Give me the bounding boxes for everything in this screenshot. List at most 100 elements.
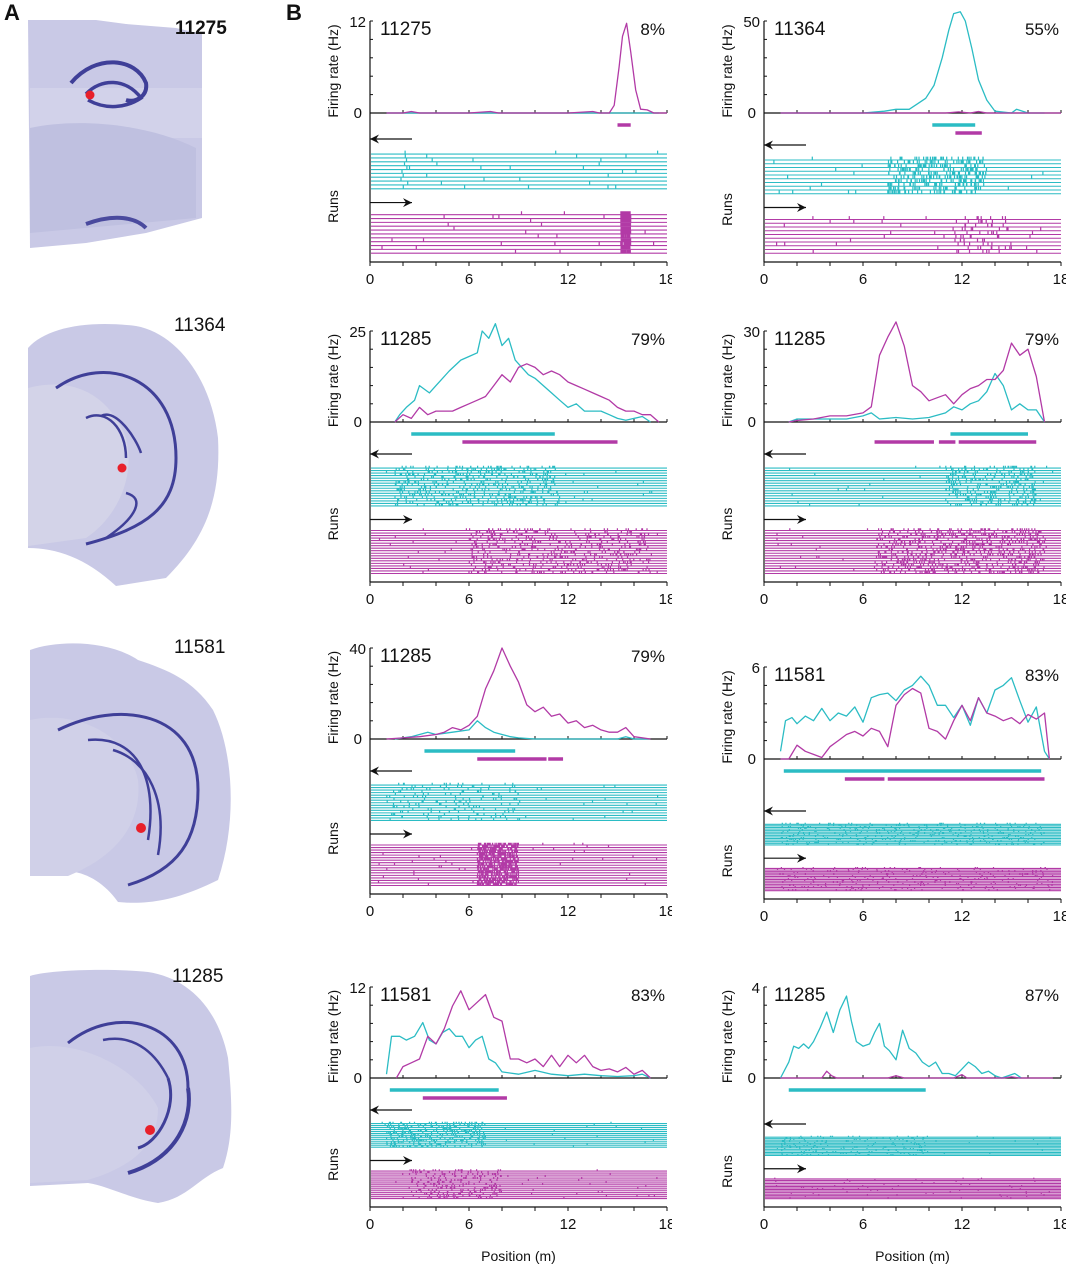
rightward-spikes xyxy=(409,566,648,569)
rightward-spikes xyxy=(389,543,646,546)
rightward-spikes xyxy=(530,218,632,223)
rightward-spikes xyxy=(784,879,1049,882)
rightward-spikes xyxy=(403,563,632,566)
leftward-spikes xyxy=(952,470,1054,474)
spike-raster xyxy=(765,1135,1061,1200)
rightward-spikes xyxy=(853,568,1044,571)
rightward-spikes xyxy=(391,238,632,242)
rightward-spikes xyxy=(525,230,646,234)
x-tick-label: 18 xyxy=(659,1216,672,1233)
rightward-spikes xyxy=(402,1196,565,1199)
y-tick-label: 30 xyxy=(743,324,760,341)
rightward-spikes xyxy=(812,870,1042,872)
rate-curve-rightward xyxy=(386,22,667,114)
runs-axis-label: Runs xyxy=(325,822,341,855)
rightward-arrow-head xyxy=(797,853,806,863)
leftward-spikes xyxy=(392,1139,654,1142)
rightward-spikes xyxy=(783,223,1004,227)
y-tick-label: 4 xyxy=(752,980,760,997)
x-tick-label: 0 xyxy=(366,1216,374,1233)
rightward-spikes xyxy=(407,556,629,559)
leftward-spikes xyxy=(389,1133,553,1136)
leftward-spikes xyxy=(797,827,1042,829)
x-tick-label: 18 xyxy=(659,271,672,288)
leftward-arrow-head xyxy=(370,1105,379,1115)
leftward-spikes xyxy=(381,1121,612,1124)
lesion-marker xyxy=(85,90,95,100)
rightward-spikes xyxy=(413,873,631,876)
leftward-spikes xyxy=(894,179,984,183)
leftward-spikes xyxy=(781,1152,991,1154)
rightward-arrow-head xyxy=(797,1164,806,1174)
leftward-spikes xyxy=(811,156,984,160)
leftward-spikes xyxy=(386,1141,646,1144)
y-tick-label: 0 xyxy=(748,105,756,122)
rightward-spikes xyxy=(417,551,641,554)
leftward-spikes xyxy=(789,838,1036,841)
leftward-spikes xyxy=(782,830,1036,833)
rightward-spikes xyxy=(849,238,985,242)
percent-label: 79% xyxy=(631,330,665,349)
rate-curve-leftward xyxy=(779,995,1022,1079)
rightward-spikes xyxy=(411,860,519,863)
rightward-spikes xyxy=(775,1180,1036,1182)
place-field-plot-6: 0 6 Firing rate (Hz) Runs 11581 83% 0 6 12 18 xyxy=(719,660,1066,925)
rightward-spikes xyxy=(413,870,520,873)
rightward-spikes xyxy=(812,249,1038,254)
rightward-spikes xyxy=(417,1185,647,1187)
axes xyxy=(369,986,668,1211)
rightward-spikes xyxy=(789,1197,1012,1199)
leftward-spikes xyxy=(780,837,1033,839)
rightward-spikes xyxy=(412,540,646,544)
leftward-spikes xyxy=(400,177,521,182)
lesion-marker xyxy=(117,463,127,473)
leftward-spikes xyxy=(396,501,567,504)
x-tick-label: 6 xyxy=(465,271,473,288)
leftward-spikes xyxy=(781,1143,1039,1145)
y-axis-label: Firing rate (Hz) xyxy=(719,334,735,427)
rightward-arrow-head xyxy=(797,514,806,524)
leftward-spikes xyxy=(781,1146,923,1148)
rightward-spikes xyxy=(382,875,520,878)
leftward-spikes xyxy=(396,488,552,491)
leftward-spikes xyxy=(398,782,514,785)
x-tick-label: 18 xyxy=(1053,591,1066,608)
rightward-spikes xyxy=(471,553,652,556)
rightward-arrow-head xyxy=(403,198,412,208)
rightward-spikes xyxy=(418,855,634,858)
rightward-spikes xyxy=(537,234,631,238)
x-tick-label: 6 xyxy=(465,591,473,608)
leftward-arrow-head xyxy=(370,766,379,776)
leftward-spikes xyxy=(399,491,653,494)
rightward-spikes xyxy=(422,528,648,531)
rightward-spikes xyxy=(408,1187,639,1189)
rightward-spikes xyxy=(843,1182,935,1184)
leftward-spikes xyxy=(835,167,988,172)
leftward-spikes xyxy=(883,478,1029,481)
leftward-spikes xyxy=(402,185,617,189)
runs-axis-label: Runs xyxy=(719,508,735,541)
leftward-spikes xyxy=(785,843,1042,845)
rightward-spikes xyxy=(787,889,1051,891)
rightward-spikes xyxy=(793,871,1044,874)
rightward-spikes xyxy=(876,563,1040,566)
leftward-spikes xyxy=(788,829,1040,831)
rightward-spikes xyxy=(890,231,1034,235)
animal-id-label: 11581 xyxy=(774,665,825,686)
rightward-spikes xyxy=(800,1186,1013,1189)
brain-section-11275 xyxy=(28,20,202,248)
rightward-spikes xyxy=(787,878,1041,880)
leftward-spikes xyxy=(397,498,593,501)
rightward-spikes xyxy=(883,234,1031,239)
leftward-arrow-head xyxy=(370,134,379,144)
percent-label: 83% xyxy=(1025,666,1059,685)
rate-curve-leftward xyxy=(394,323,651,423)
lesion-marker xyxy=(136,823,146,833)
leftward-spikes xyxy=(394,483,639,486)
y-tick-label: 6 xyxy=(752,660,760,677)
rightward-spikes xyxy=(468,561,650,564)
leftward-spikes xyxy=(837,488,1036,491)
leftward-spikes xyxy=(394,792,519,796)
leftward-spikes xyxy=(389,1145,574,1148)
y-tick-label: 0 xyxy=(354,414,362,431)
